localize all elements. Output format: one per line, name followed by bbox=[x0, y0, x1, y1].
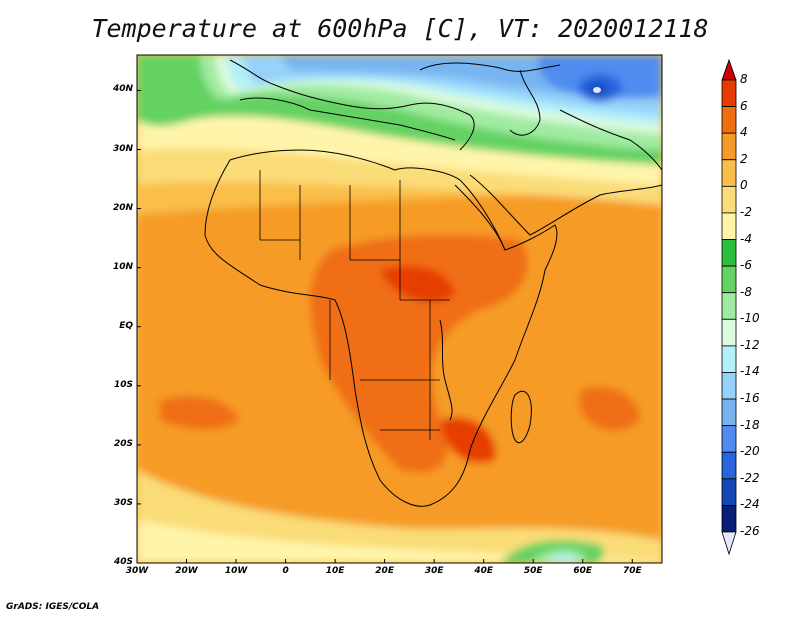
field-6-8-north bbox=[380, 266, 455, 302]
lon-label: 10W bbox=[224, 566, 248, 576]
lat-label: 30S bbox=[113, 497, 133, 508]
map-title: Temperature at 600hPa [C], VT: 202001211… bbox=[91, 14, 709, 43]
colorbar-label: -26 bbox=[740, 524, 760, 538]
colorbar-box bbox=[721, 505, 737, 533]
colorbar-top-arrow bbox=[721, 58, 737, 81]
colorbar-label: -14 bbox=[740, 364, 760, 379]
axis-ticks bbox=[136, 89, 633, 564]
colorbar-box bbox=[721, 265, 737, 294]
lon-label: 70E bbox=[622, 566, 642, 576]
lon-label: 40E bbox=[474, 566, 494, 576]
colorbar-label: 8 bbox=[740, 72, 748, 86]
colorbar-box bbox=[721, 372, 737, 400]
arabia-coast bbox=[469, 174, 662, 236]
caspian-sea bbox=[509, 69, 541, 136]
lon-label: 30W bbox=[125, 566, 149, 576]
colorbar bbox=[721, 58, 737, 556]
colorbar-box bbox=[721, 159, 737, 187]
colorbar-box bbox=[721, 185, 737, 214]
field-south-cyan bbox=[545, 554, 578, 563]
colorbar-label: -18 bbox=[740, 417, 760, 432]
colorbar-box bbox=[721, 132, 737, 161]
colorbar-box bbox=[721, 106, 737, 134]
lon-label: 20E bbox=[375, 566, 394, 576]
lat-label: EQ bbox=[119, 320, 133, 331]
colorbar-box bbox=[721, 425, 737, 453]
colorbar-label: -2 bbox=[740, 204, 752, 219]
colorbar-box bbox=[721, 451, 737, 480]
colorbar-label: 4 bbox=[740, 125, 748, 140]
red-sea-west bbox=[454, 184, 506, 251]
lat-label: 30N bbox=[112, 143, 133, 154]
lat-label: 40N bbox=[112, 84, 133, 95]
black-sea bbox=[419, 62, 561, 72]
colorbar-label: -12 bbox=[740, 337, 760, 352]
field-4-6-indian bbox=[580, 386, 640, 431]
lon-label: 30E bbox=[424, 566, 444, 576]
colorbar-label: -20 bbox=[740, 444, 760, 459]
rift-lakes bbox=[439, 319, 453, 421]
colorbar-bottom-arrow bbox=[721, 531, 737, 556]
lat-label: 20N bbox=[112, 202, 133, 213]
colorbar-label: -22 bbox=[740, 470, 760, 485]
colorbar-box bbox=[721, 318, 737, 347]
mediterranean-north bbox=[229, 59, 475, 151]
field-6-8-core bbox=[440, 417, 496, 464]
lat-label: 10S bbox=[113, 379, 133, 390]
lat-label: 10N bbox=[112, 261, 133, 272]
map-frame bbox=[136, 54, 663, 564]
temperature-field bbox=[137, 55, 662, 563]
colorbar-box bbox=[721, 239, 737, 267]
lon-label: 60E bbox=[573, 566, 593, 576]
field-4-6-central bbox=[310, 234, 528, 473]
lat-label: 20S bbox=[113, 438, 133, 449]
country-borders bbox=[259, 170, 450, 440]
lat-label: 40S bbox=[113, 557, 133, 567]
colorbar-label: -6 bbox=[740, 258, 752, 273]
colorbar-label: -8 bbox=[740, 284, 752, 299]
coastlines bbox=[204, 59, 662, 507]
credit-label: GrADS: IGES/COLA bbox=[6, 602, 100, 612]
colorbar-box bbox=[721, 79, 737, 107]
field-south-cool bbox=[137, 520, 662, 563]
persian-gulf bbox=[559, 109, 662, 171]
field-4-6-atlantic bbox=[160, 396, 240, 430]
colorbar-label: -16 bbox=[740, 391, 760, 406]
lon-label: 10E bbox=[325, 566, 345, 576]
colorbar-box bbox=[721, 398, 737, 427]
africa-coast bbox=[204, 149, 558, 507]
colorbar-label: 2 bbox=[740, 151, 748, 166]
madagascar-coast bbox=[510, 390, 532, 443]
lon-label: 50E bbox=[523, 566, 543, 576]
colorbar-box bbox=[721, 345, 737, 373]
colorbar-label: -10 bbox=[740, 311, 760, 326]
colorbar-box bbox=[721, 292, 737, 320]
colorbar-box bbox=[721, 478, 737, 506]
lon-label: 0 bbox=[282, 566, 289, 576]
colorbar-label: -24 bbox=[740, 497, 760, 512]
field-cold-spot bbox=[593, 87, 601, 93]
colorbar-label: 6 bbox=[740, 98, 748, 113]
colorbar-label: 0 bbox=[740, 178, 748, 193]
colorbar-box bbox=[721, 212, 737, 240]
lon-label: 20W bbox=[175, 566, 198, 576]
colorbar-label: -4 bbox=[740, 231, 752, 246]
mediterranean-south bbox=[239, 97, 456, 141]
